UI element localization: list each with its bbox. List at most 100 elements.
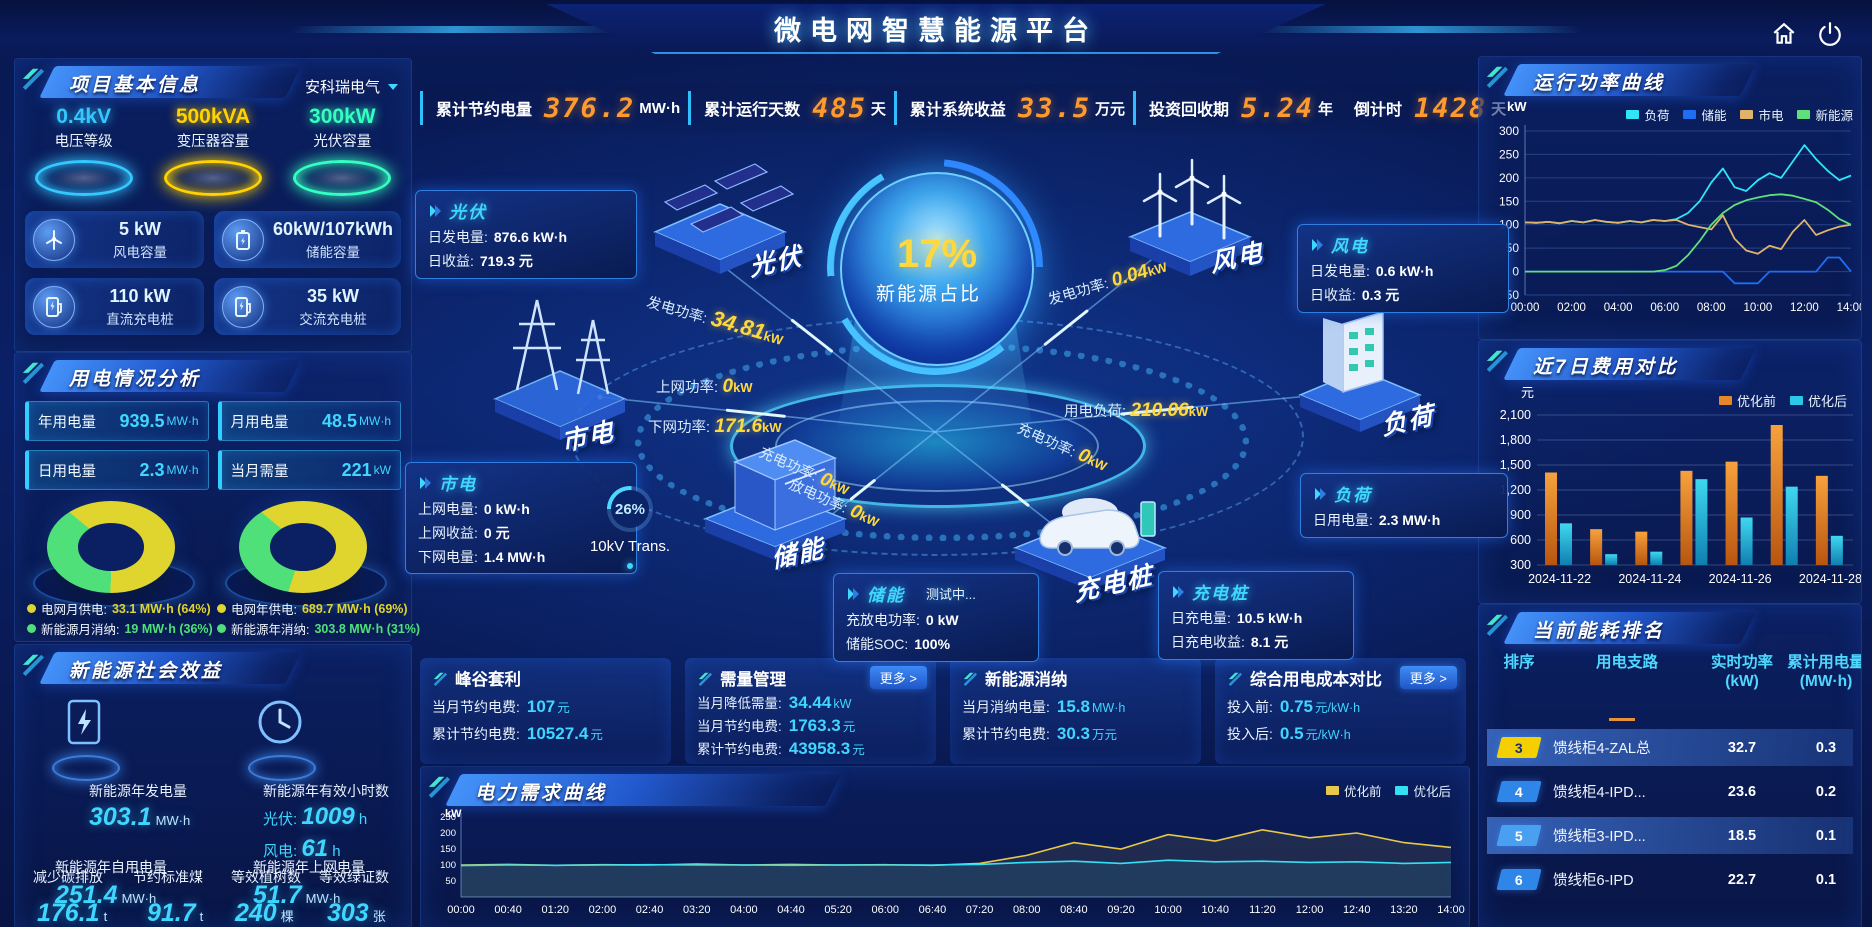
transformer-widget: 26% 10kV Trans. bbox=[580, 486, 680, 569]
svg-text:2,100: 2,100 bbox=[1500, 408, 1531, 422]
legend-item[interactable]: 优化前 bbox=[1718, 391, 1776, 410]
legend-item[interactable]: 优化前 bbox=[1325, 781, 1381, 800]
summary-row-value: 34.44 bbox=[788, 693, 832, 712]
usage-stat-value: 221 bbox=[341, 459, 372, 480]
panel-header: 新能源社会效益 bbox=[15, 650, 411, 688]
benefit-value: 91.7 t bbox=[147, 899, 204, 927]
legend-item[interactable]: 负荷 bbox=[1626, 105, 1669, 124]
svg-text:900: 900 bbox=[1510, 508, 1531, 522]
ranking-row[interactable]: 4 馈线柜4-IPD... 23.6 0.2 bbox=[1487, 773, 1853, 810]
summary-row-unit: 元 bbox=[852, 743, 865, 757]
capacity-value: 500kVA bbox=[175, 105, 251, 128]
summary-card: 峰谷套利 当月节约电费: 107 元累计节约电费: 10527.4 元 bbox=[420, 658, 671, 764]
capacity-card-text: 60kW/107kWh 储能容量 bbox=[273, 219, 393, 261]
more-button[interactable]: 更多 > bbox=[869, 666, 927, 689]
legend-item[interactable]: 储能 bbox=[1683, 105, 1726, 124]
summary-card-title-text: 综合用电成本对比 bbox=[1250, 671, 1382, 689]
battery-container-icon bbox=[702, 439, 848, 560]
donut-legend-grid[interactable]: 电网月供电: 33.1 MW·h (64%) bbox=[27, 599, 211, 618]
rank-badge: 3 bbox=[1496, 737, 1542, 758]
ranking-header-unit: (MW·h) bbox=[1799, 673, 1853, 691]
usage-stat-unit: kW bbox=[373, 463, 391, 477]
summary-card-row: 投入前: 0.75 元/kW·h bbox=[1227, 697, 1454, 717]
kpi-value: 5.24 bbox=[1241, 92, 1315, 124]
svg-text:10:00: 10:00 bbox=[1743, 302, 1772, 314]
legend-item[interactable]: 新能源 bbox=[1797, 105, 1853, 124]
panel-header: 当前能耗排名 bbox=[1479, 610, 1861, 648]
svg-text:06:40: 06:40 bbox=[919, 904, 947, 916]
rank-badge-cell: 3 bbox=[1487, 737, 1551, 758]
home-button[interactable] bbox=[1766, 16, 1802, 52]
legend-item[interactable]: 优化后 bbox=[1395, 781, 1451, 800]
panel-corner-icon bbox=[1486, 350, 1508, 372]
stage-glow-icon bbox=[34, 160, 133, 196]
svg-text:06:00: 06:00 bbox=[1650, 302, 1679, 314]
panel-corner-icon bbox=[22, 654, 44, 676]
ranking-row[interactable]: 5 馈线柜3-IPD... 18.5 0.1 bbox=[1487, 817, 1853, 854]
svg-text:250: 250 bbox=[440, 812, 456, 823]
donut-legend-grid[interactable]: 电网年供电: 689.7 MW·h (69%) bbox=[217, 599, 408, 618]
usage-stat-boxes: 年用电量 939.5 MW·h 月用电量 48.5 MW·h 日用电量 2.3 MW·h 当月需量… bbox=[25, 401, 401, 490]
cost-compare-chart: 元2,1001,8001,5001,2009006003002024-11-22… bbox=[1500, 385, 1861, 586]
wind-turbines-icon bbox=[1128, 158, 1252, 276]
legend-swatch bbox=[1740, 110, 1754, 119]
summary-row-label: 累计节约电费: bbox=[432, 726, 520, 742]
legend-label: 优化后 bbox=[1413, 785, 1451, 799]
solar-panels-icon bbox=[653, 163, 795, 274]
rank-number: 4 bbox=[1515, 783, 1523, 800]
usage-stat-label: 日用电量 bbox=[38, 463, 96, 480]
usage-stat-value: 2.3 bbox=[139, 459, 165, 480]
rank-badge: 4 bbox=[1496, 781, 1542, 802]
donut-legend-ne[interactable]: 新能源月消纳: 19 MW·h (36%) bbox=[27, 619, 213, 638]
summary-row-unit: kW bbox=[833, 697, 852, 711]
benefit-label: 减少碳排放 bbox=[33, 869, 103, 885]
legend-label: 新能源月消纳: bbox=[41, 623, 120, 637]
kpi-unit: MW·h bbox=[639, 99, 681, 117]
summary-card: 新能源消纳 当月消纳电量: 15.8 MW·h 累计节约电费: 30.3 万元 bbox=[950, 658, 1201, 764]
svg-text:05:20: 05:20 bbox=[824, 904, 852, 916]
panel-corner-icon bbox=[698, 672, 712, 686]
svg-text:00:40: 00:40 bbox=[494, 904, 522, 916]
usage-stat-box: 当月需量 221 kW bbox=[217, 450, 401, 490]
building-icon bbox=[1298, 310, 1422, 432]
ranking-row[interactable]: 6 馈线柜6-IPD 22.7 0.1 bbox=[1487, 861, 1853, 898]
realtime-power: 32.7 bbox=[1727, 739, 1757, 756]
kpi-stats-bar: 累计节约电量 376.2 MW·h 累计运行天数 485 天累计系统收益 33.5 万元 投资回… bbox=[420, 84, 1506, 132]
usage-stat-label: 月用电量 bbox=[230, 414, 289, 431]
more-button[interactable]: 更多 > bbox=[1399, 666, 1457, 689]
panel-energy-ranking: 当前能耗排名 排序 用电支路 实时功率 (kW) 累计用电量 (MW·h) 3 馈线柜4-Z… bbox=[1478, 604, 1862, 927]
summary-row-unit: 元/kW·h bbox=[1305, 728, 1351, 742]
chevron-down-icon bbox=[388, 83, 398, 90]
capacity-card: 60kW/107kWh 储能容量 bbox=[213, 211, 401, 268]
benefit-pv-hours: 光伏: 1009 h bbox=[263, 803, 368, 830]
company-select[interactable]: 安科瑞电气 bbox=[305, 76, 399, 97]
benefit-value: 303.1 MW·h bbox=[89, 803, 191, 831]
legend-value: 33.1 MW·h (64%) bbox=[111, 601, 211, 616]
legend-dot bbox=[27, 624, 36, 633]
branch-name: 馈线柜3-IPD... bbox=[1553, 829, 1646, 845]
benefit-value: 51.7 MW·h bbox=[253, 881, 341, 909]
svg-text:kW: kW bbox=[445, 808, 462, 820]
svg-text:250: 250 bbox=[1499, 147, 1519, 161]
svg-text:200: 200 bbox=[440, 828, 456, 839]
legend-item[interactable]: 市电 bbox=[1740, 105, 1783, 124]
svg-text:100: 100 bbox=[440, 860, 456, 871]
summary-card-row: 当月降低需量: 34.44 kW bbox=[697, 692, 924, 713]
ranking-row[interactable]: 3 馈线柜4-ZAL总 32.7 0.3 bbox=[1487, 729, 1853, 766]
title-banner bbox=[546, 4, 1326, 54]
power-button[interactable] bbox=[1812, 16, 1848, 52]
legend-item[interactable]: 优化后 bbox=[1789, 391, 1847, 410]
svg-text:09:20: 09:20 bbox=[1107, 904, 1135, 916]
legend-swatch bbox=[1797, 110, 1811, 119]
summary-card-title: 峰谷套利 bbox=[432, 666, 659, 690]
ranking-scroll-indicator[interactable] bbox=[1609, 718, 1635, 721]
svg-text:50: 50 bbox=[1506, 241, 1520, 255]
storage-status: 测试中... bbox=[926, 587, 976, 602]
storage-node: 储能 bbox=[685, 422, 865, 574]
donut-legend-ne[interactable]: 新能源年消纳: 303.8 MW·h (31%) bbox=[217, 619, 420, 638]
summary-row-value: 0.75 bbox=[1279, 697, 1313, 716]
cost-chart-legend: 优化前 优化后 bbox=[1718, 391, 1847, 410]
transformer-load-ring: 26% bbox=[607, 486, 653, 532]
kpi-value: 376.2 bbox=[544, 92, 636, 124]
panel-demand-curve: 电力需求曲线 优化前 优化后 kW 250 200 150 100 50 00:00 00:40… bbox=[420, 766, 1470, 927]
